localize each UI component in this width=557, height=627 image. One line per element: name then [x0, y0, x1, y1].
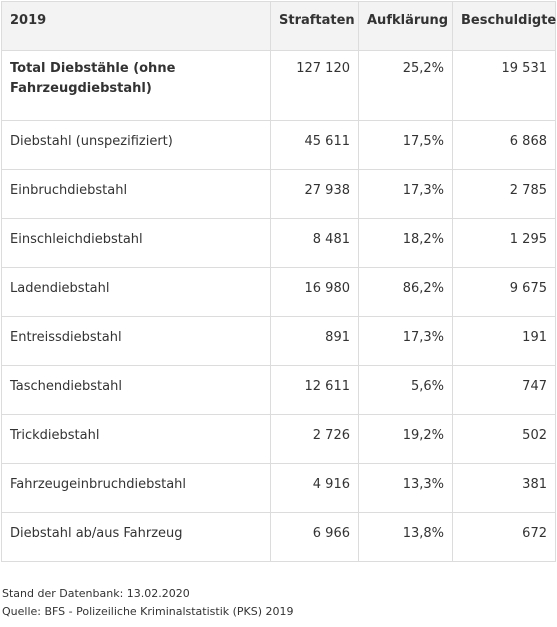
cell-beschuldigte: 6 868	[452, 120, 556, 170]
cell-beschuldigte: 9 675	[452, 267, 556, 317]
table-row: Fahrzeugeinbruchdiebstahl 4 916 13,3% 38…	[1, 463, 556, 513]
table-row: Taschendiebstahl 12 611 5,6% 747	[1, 365, 556, 415]
cell-beschuldigte: 2 785	[452, 169, 556, 219]
cell-straftaten: 4 916	[270, 463, 359, 513]
cell-beschuldigte: 19 531	[452, 50, 556, 121]
cell-aufklaerung: 18,2%	[358, 218, 453, 268]
cell-aufklaerung: 13,3%	[358, 463, 453, 513]
cell-beschuldigte: 381	[452, 463, 556, 513]
table-row: Diebstahl (unspezifiziert) 45 611 17,5% …	[1, 120, 556, 170]
row-label: Ladendiebstahl	[1, 267, 271, 317]
row-label: Trickdiebstahl	[1, 414, 271, 464]
header-year: 2019	[1, 1, 271, 51]
cell-straftaten: 891	[270, 316, 359, 366]
table-row: Ladendiebstahl 16 980 86,2% 9 675	[1, 267, 556, 317]
cell-straftaten: 27 938	[270, 169, 359, 219]
cell-aufklaerung: 25,2%	[358, 50, 453, 121]
cell-beschuldigte: 1 295	[452, 218, 556, 268]
cell-straftaten: 12 611	[270, 365, 359, 415]
theft-statistics-table: 2019 Straftaten Aufklärung Beschuldigte …	[1, 1, 556, 562]
cell-aufklaerung: 13,8%	[358, 512, 453, 562]
table-row: Einschleichdiebstahl 8 481 18,2% 1 295	[1, 218, 556, 268]
row-label: Einbruchdiebstahl	[1, 169, 271, 219]
row-label: Entreissdiebstahl	[1, 316, 271, 366]
row-label: Fahrzeugeinbruchdiebstahl	[1, 463, 271, 513]
header-beschuldigte: Beschuldigte	[452, 1, 556, 51]
cell-aufklaerung: 86,2%	[358, 267, 453, 317]
cell-straftaten: 45 611	[270, 120, 359, 170]
cell-beschuldigte: 747	[452, 365, 556, 415]
cell-straftaten: 6 966	[270, 512, 359, 562]
cell-beschuldigte: 672	[452, 512, 556, 562]
header-straftaten: Straftaten	[270, 1, 359, 51]
table-row: Einbruchdiebstahl 27 938 17,3% 2 785	[1, 169, 556, 219]
row-label: Taschendiebstahl	[1, 365, 271, 415]
table-row: Trickdiebstahl 2 726 19,2% 502	[1, 414, 556, 464]
table-footer: Stand der Datenbank: 13.02.2020 Quelle: …	[2, 585, 294, 621]
table-header-row: 2019 Straftaten Aufklärung Beschuldigte	[1, 1, 556, 51]
cell-aufklaerung: 19,2%	[358, 414, 453, 464]
cell-straftaten: 2 726	[270, 414, 359, 464]
table-row: Entreissdiebstahl 891 17,3% 191	[1, 316, 556, 366]
cell-aufklaerung: 17,3%	[358, 169, 453, 219]
cell-aufklaerung: 5,6%	[358, 365, 453, 415]
row-label: Diebstahl (unspezifiziert)	[1, 120, 271, 170]
cell-straftaten: 16 980	[270, 267, 359, 317]
cell-beschuldigte: 502	[452, 414, 556, 464]
table-row: Diebstahl ab/aus Fahrzeug 6 966 13,8% 67…	[1, 512, 556, 562]
row-label: Diebstahl ab/aus Fahrzeug	[1, 512, 271, 562]
header-aufklaerung: Aufklärung	[358, 1, 453, 51]
cell-straftaten: 127 120	[270, 50, 359, 121]
source-note: Quelle: BFS - Polizeiliche Kriminalstati…	[2, 605, 294, 618]
cell-beschuldigte: 191	[452, 316, 556, 366]
cell-straftaten: 8 481	[270, 218, 359, 268]
row-label: Einschleichdiebstahl	[1, 218, 271, 268]
table-row-total: Total Diebstähle (ohne Fahrzeugdiebstahl…	[1, 50, 556, 121]
row-label: Total Diebstähle (ohne Fahrzeugdiebstahl…	[1, 50, 271, 121]
database-date-note: Stand der Datenbank: 13.02.2020	[2, 587, 190, 600]
cell-aufklaerung: 17,3%	[358, 316, 453, 366]
cell-aufklaerung: 17,5%	[358, 120, 453, 170]
